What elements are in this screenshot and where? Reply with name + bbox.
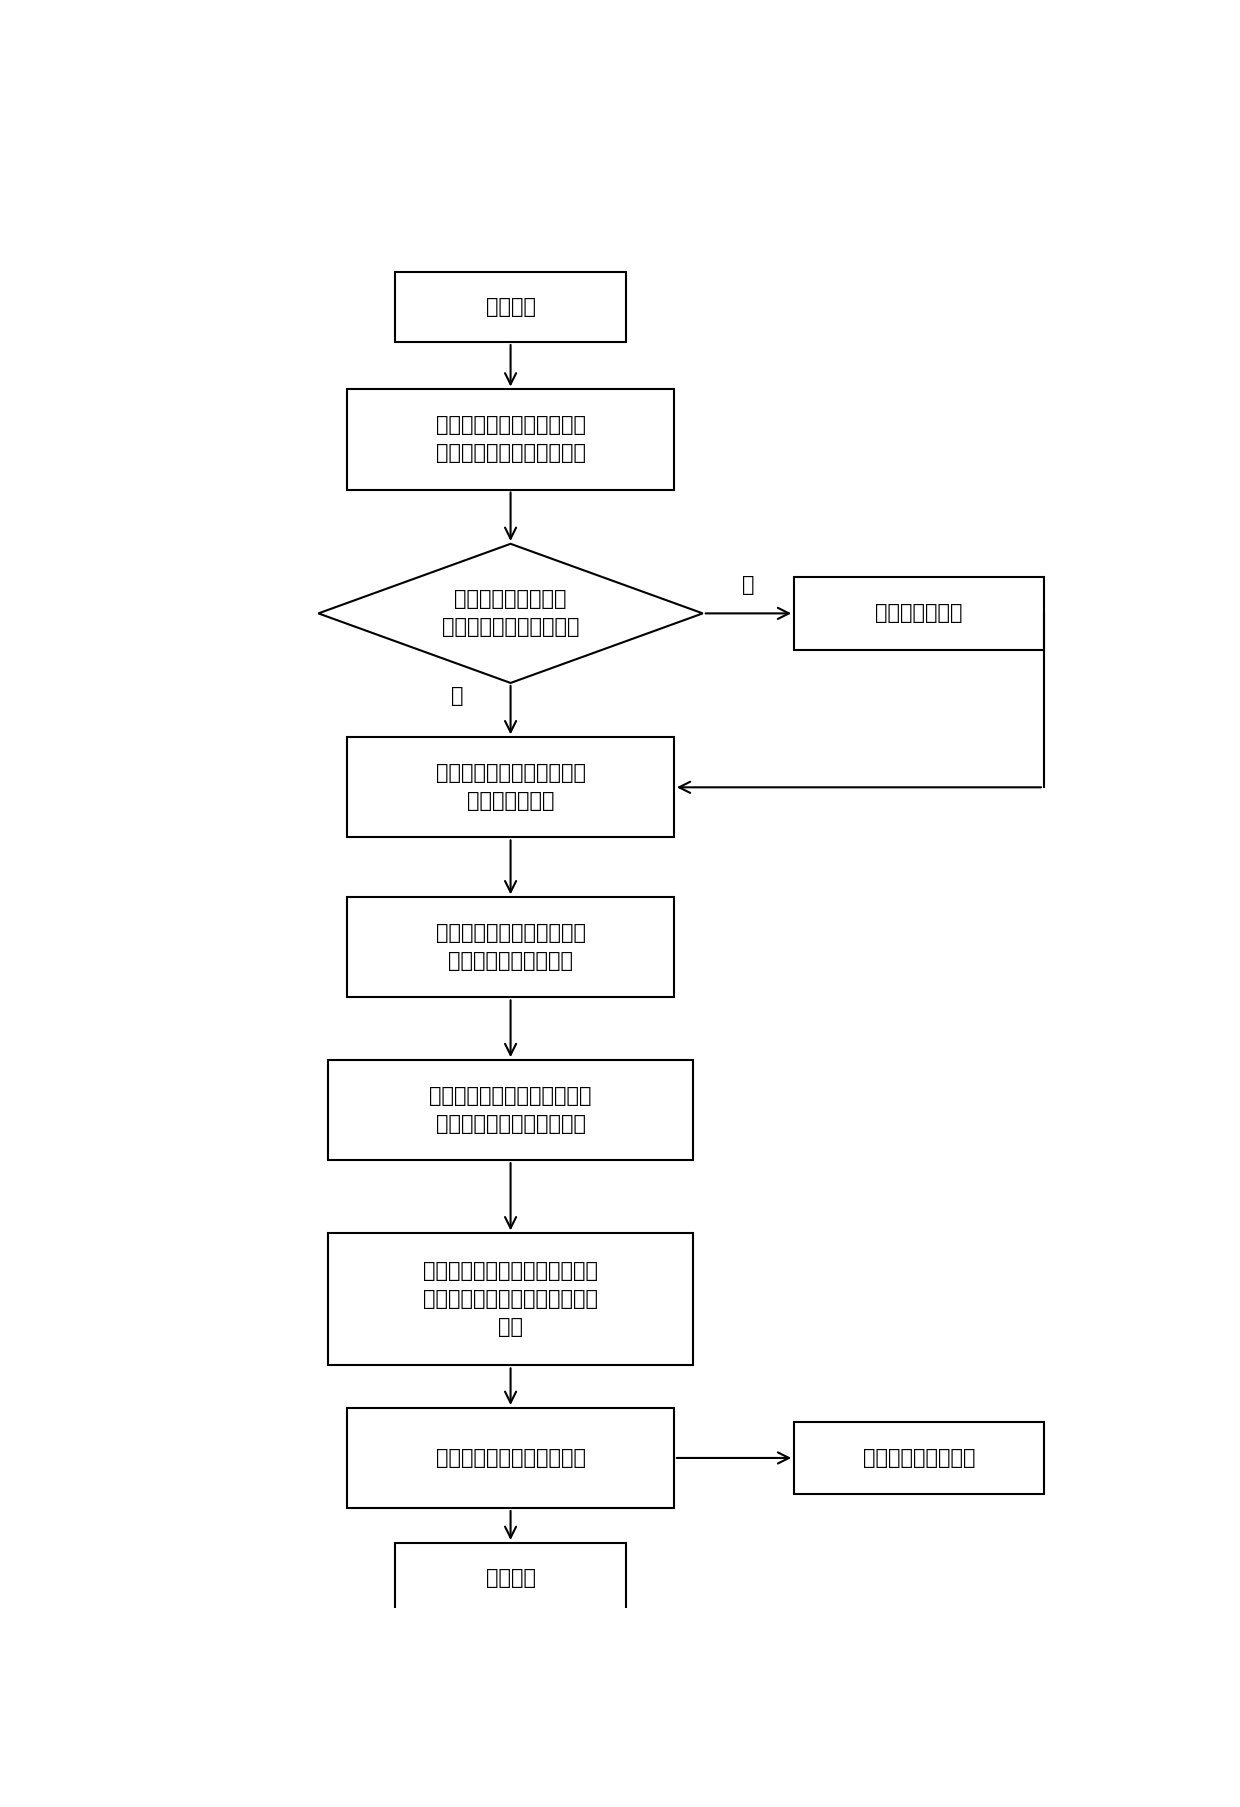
Polygon shape <box>319 544 703 683</box>
Text: 电流是否为零或前后
时刻运行电流差是否为零: 电流是否为零或前后 时刻运行电流差是否为零 <box>441 589 579 638</box>
Text: 评估锂电池组串的运行状态: 评估锂电池组串的运行状态 <box>435 1447 585 1467</box>
Bar <box>794 576 1044 649</box>
Text: 是: 是 <box>743 575 755 595</box>
Bar <box>347 389 675 490</box>
Text: 否: 否 <box>451 687 464 707</box>
Text: 开始评估: 开始评估 <box>486 298 536 318</box>
Bar <box>327 1232 693 1366</box>
Text: 执行相应的检修策略: 执行相应的检修策略 <box>863 1447 975 1467</box>
Bar <box>396 1543 626 1612</box>
Bar <box>347 1408 675 1509</box>
Text: 计算各锂电池组串在各运行
时刻的等效电压: 计算各锂电池组串在各运行 时刻的等效电压 <box>435 763 585 811</box>
Text: 计算所有锂电池组串在各运行
时刻的等效电压标准差系数: 计算所有锂电池组串在各运行 时刻的等效电压标准差系数 <box>429 1086 591 1135</box>
Bar <box>327 1061 693 1160</box>
Text: 剔除该运行数据: 剔除该运行数据 <box>875 604 962 623</box>
Text: 计算各锂电池组串在各运行
时刻的等效电压偏差值: 计算各锂电池组串在各运行 时刻的等效电压偏差值 <box>435 923 585 972</box>
Bar <box>347 898 675 997</box>
Text: 评估结束: 评估结束 <box>486 1568 536 1588</box>
Text: 输入某储能单元中各锂电池
组串的运行电压和运行电流: 输入某储能单元中各锂电池 组串的运行电压和运行电流 <box>435 416 585 463</box>
Text: 根据等效电压偏差值、等效电压
标准差系数评估锂电池组串的一
致性: 根据等效电压偏差值、等效电压 标准差系数评估锂电池组串的一 致性 <box>423 1261 598 1337</box>
Bar <box>396 273 626 342</box>
Bar <box>347 737 675 837</box>
Bar <box>794 1422 1044 1494</box>
